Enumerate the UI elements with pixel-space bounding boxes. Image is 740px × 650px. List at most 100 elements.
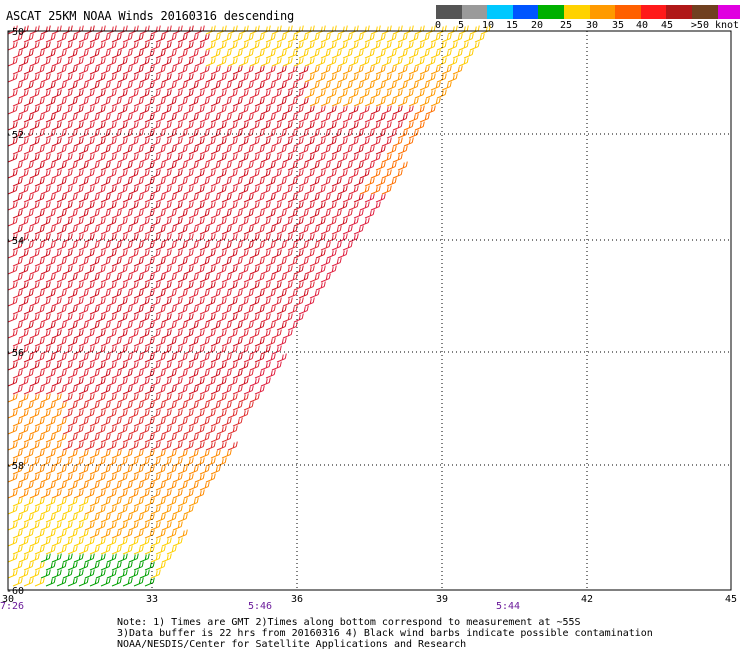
wind-barb bbox=[84, 505, 95, 515]
wind-barb bbox=[386, 97, 397, 107]
wind-barb bbox=[232, 177, 243, 187]
wind-barb bbox=[419, 33, 430, 43]
wind-barb bbox=[111, 385, 122, 395]
wind-barb bbox=[194, 73, 205, 83]
wind-barb bbox=[315, 249, 326, 259]
wind-barb bbox=[166, 449, 177, 459]
wind-barb bbox=[254, 385, 265, 395]
wind-barb bbox=[348, 153, 359, 163]
wind-barb bbox=[326, 137, 337, 147]
wind-barb bbox=[89, 33, 100, 43]
wind-barb bbox=[128, 233, 139, 243]
wind-barb bbox=[73, 505, 84, 515]
wind-barb bbox=[221, 289, 232, 299]
wind-barb bbox=[403, 121, 414, 131]
wind-barb bbox=[221, 145, 232, 155]
wind-barb bbox=[117, 409, 128, 419]
wind-barb bbox=[177, 337, 188, 347]
wind-barb bbox=[117, 473, 128, 483]
wind-barb bbox=[89, 113, 100, 123]
wind-barb bbox=[84, 41, 95, 51]
wind-barb bbox=[436, 73, 447, 83]
wind-barb bbox=[254, 81, 265, 91]
wind-barb bbox=[370, 169, 381, 179]
wind-barb bbox=[122, 497, 133, 507]
wind-barb bbox=[18, 153, 29, 163]
wind-barb bbox=[205, 377, 216, 387]
wind-barb bbox=[287, 65, 298, 75]
wind-barb bbox=[23, 65, 34, 75]
wind-barb bbox=[29, 105, 40, 115]
wind-barb bbox=[458, 57, 469, 67]
wind-barb bbox=[12, 209, 23, 219]
wind-barb bbox=[298, 241, 309, 251]
wind-barb bbox=[89, 561, 100, 571]
wind-barb bbox=[73, 25, 84, 35]
wind-barb bbox=[144, 81, 155, 91]
wind-barb bbox=[166, 49, 177, 59]
wind-barb bbox=[89, 545, 100, 555]
wind-barb bbox=[34, 49, 45, 59]
wind-barb bbox=[326, 217, 337, 227]
wind-barb bbox=[309, 257, 320, 267]
wind-barb bbox=[188, 129, 199, 139]
wind-barb bbox=[232, 305, 243, 315]
wind-barb bbox=[78, 417, 89, 427]
wind-barb bbox=[315, 121, 326, 131]
wind-barb bbox=[100, 257, 111, 267]
wind-barb bbox=[128, 297, 139, 307]
wind-barb bbox=[232, 97, 243, 107]
wind-barb bbox=[111, 369, 122, 379]
wind-barb bbox=[276, 273, 287, 283]
wind-barb bbox=[172, 105, 183, 115]
wind-barb bbox=[117, 393, 128, 403]
wind-barb bbox=[326, 201, 337, 211]
wind-barb bbox=[122, 529, 133, 539]
wind-barb bbox=[78, 97, 89, 107]
wind-barb bbox=[117, 521, 128, 531]
wind-barb bbox=[199, 49, 210, 59]
wind-barb bbox=[205, 73, 216, 83]
wind-barb bbox=[172, 425, 183, 435]
wind-barb bbox=[337, 89, 348, 99]
wind-barb bbox=[89, 49, 100, 59]
wind-barb bbox=[106, 297, 117, 307]
wind-barb bbox=[62, 201, 73, 211]
wind-barb bbox=[216, 105, 227, 115]
wind-barb bbox=[23, 385, 34, 395]
wind-barb bbox=[309, 225, 320, 235]
wind-barb bbox=[364, 81, 375, 91]
wind-barb bbox=[73, 489, 84, 499]
wind-barb bbox=[89, 577, 100, 587]
wind-barb bbox=[128, 121, 139, 131]
wind-barb bbox=[392, 41, 403, 51]
wind-barb bbox=[117, 361, 128, 371]
wind-barb bbox=[375, 81, 386, 91]
wind-barb bbox=[133, 321, 144, 331]
wind-barb bbox=[403, 137, 414, 147]
wind-barb bbox=[111, 401, 122, 411]
wind-barb bbox=[144, 401, 155, 411]
wind-barb bbox=[183, 25, 194, 35]
wind-barb bbox=[172, 345, 183, 355]
wind-barb bbox=[133, 337, 144, 347]
wind-barb bbox=[122, 369, 133, 379]
wind-barb bbox=[166, 369, 177, 379]
wind-barb bbox=[348, 121, 359, 131]
wind-barb bbox=[326, 25, 337, 35]
wind-barb bbox=[414, 41, 425, 51]
wind-barb bbox=[23, 465, 34, 475]
wind-barb bbox=[84, 393, 95, 403]
wind-barb bbox=[100, 401, 111, 411]
wind-barb bbox=[23, 433, 34, 443]
wind-barb bbox=[7, 73, 18, 83]
wind-barb bbox=[348, 89, 359, 99]
wind-barb bbox=[232, 161, 243, 171]
wind-barb bbox=[7, 297, 18, 307]
wind-barb bbox=[18, 249, 29, 259]
wind-barb bbox=[375, 33, 386, 43]
wind-barb bbox=[282, 121, 293, 131]
wind-barb bbox=[298, 113, 309, 123]
wind-barb bbox=[172, 249, 183, 259]
wind-barb bbox=[128, 313, 139, 323]
